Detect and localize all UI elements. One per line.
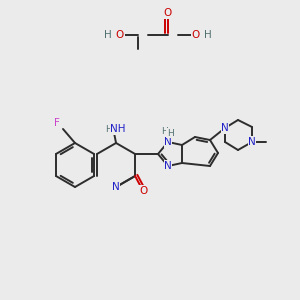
Text: O: O (139, 186, 147, 196)
Text: N: N (248, 137, 256, 147)
Text: N: N (112, 182, 120, 192)
Text: H: H (105, 124, 111, 134)
Text: O: O (164, 8, 172, 18)
Text: N: N (164, 137, 172, 147)
Text: N: N (164, 161, 172, 171)
Text: H: H (162, 128, 168, 136)
Text: O: O (192, 30, 200, 40)
Text: H: H (204, 30, 212, 40)
Text: NH: NH (110, 124, 126, 134)
Text: H: H (104, 30, 112, 40)
Text: N: N (221, 123, 229, 133)
Text: F: F (54, 118, 60, 128)
Text: H: H (167, 128, 173, 137)
Text: O: O (116, 30, 124, 40)
